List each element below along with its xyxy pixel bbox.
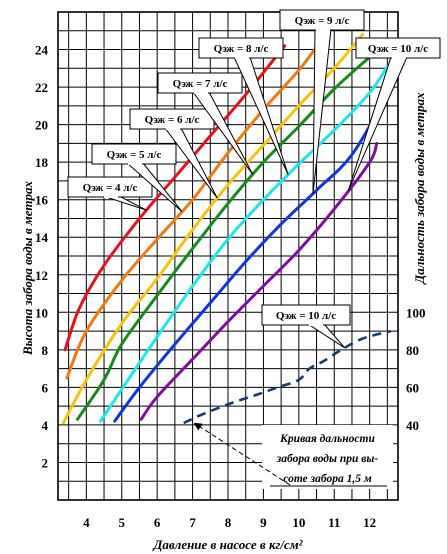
y-tick-label: 20 <box>35 118 48 133</box>
callout-pointer <box>306 323 346 349</box>
callout-layer: Qэж = 4 л/с Qэж = 5 л/с Qэж = 6 л/с Qэж = 7… <box>67 9 441 489</box>
note-arrow <box>193 422 291 486</box>
series-label-6: Qэж = 9 л/с <box>295 15 350 27</box>
y-axis-title-right: Дальность забора воды в метрах <box>412 92 427 285</box>
label-layer: 4 5 6 7 8 9 10 11 122468101214161820222440608010… <box>20 43 427 552</box>
x-tick-label: 12 <box>363 515 376 530</box>
x-tick-label: 11 <box>328 515 340 530</box>
series-label-7: Qэж = 10 л/с <box>368 43 428 55</box>
series-label-1: Qэж = 4 л/с <box>83 182 138 194</box>
series-label-4: Qэж = 7 л/с <box>173 78 228 90</box>
y-right-tick-label: 80 <box>406 343 419 358</box>
y-right-tick-label: 100 <box>406 305 426 320</box>
x-tick-label: 6 <box>154 515 161 530</box>
series-line-6 <box>113 93 389 423</box>
note-line-1: Кривая дальности <box>279 433 375 445</box>
series-line-1 <box>63 44 287 352</box>
y-tick-label: 22 <box>35 80 48 95</box>
y-tick-label: 14 <box>35 230 49 245</box>
series-line-5 <box>99 64 389 423</box>
x-tick-label: 10 <box>292 515 305 530</box>
note-line-2: забора воды при вы- <box>276 453 379 465</box>
series-label-2: Qэж = 5 л/с <box>107 149 162 161</box>
grid <box>57 11 399 501</box>
series-line-7 <box>139 141 379 421</box>
y-tick-label: 2 <box>42 455 49 470</box>
note-line-3: соте забора 1,5 м <box>283 473 372 485</box>
y-tick-label: 6 <box>42 380 49 395</box>
series-label-5: Qэж = 8 л/с <box>214 43 269 55</box>
y-tick-label: 4 <box>42 418 49 433</box>
y-tick-label: 8 <box>42 343 49 358</box>
y-right-tick-label: 40 <box>406 418 419 433</box>
y-tick-label: 10 <box>35 305 48 320</box>
x-axis-title: Давление в насосе в кг/см² <box>152 537 303 552</box>
series-label-3: Qэж = 6 л/с <box>145 114 200 126</box>
x-tick-label: 9 <box>260 515 267 530</box>
callout-box <box>261 304 351 326</box>
y-tick-label: 16 <box>35 193 49 208</box>
y-tick-label: 12 <box>35 268 48 283</box>
range-curve-line <box>183 329 392 425</box>
range-curve-label: Qэж = 10 л/с <box>276 310 336 322</box>
y-tick-label: 24 <box>35 43 49 58</box>
callout-pointer <box>312 28 332 194</box>
y-tick-label: 18 <box>35 155 49 170</box>
note-box <box>262 425 393 489</box>
x-tick-label: 8 <box>225 515 232 530</box>
y-right-tick-label: 60 <box>406 380 419 395</box>
callout-pointer <box>102 195 147 211</box>
x-tick-label: 7 <box>189 515 196 530</box>
series-line-2 <box>65 40 322 380</box>
x-tick-label: 4 <box>83 515 90 530</box>
y-axis-title-left: Высота забора воды в метрах <box>20 181 35 356</box>
x-tick-label: 5 <box>119 515 126 530</box>
